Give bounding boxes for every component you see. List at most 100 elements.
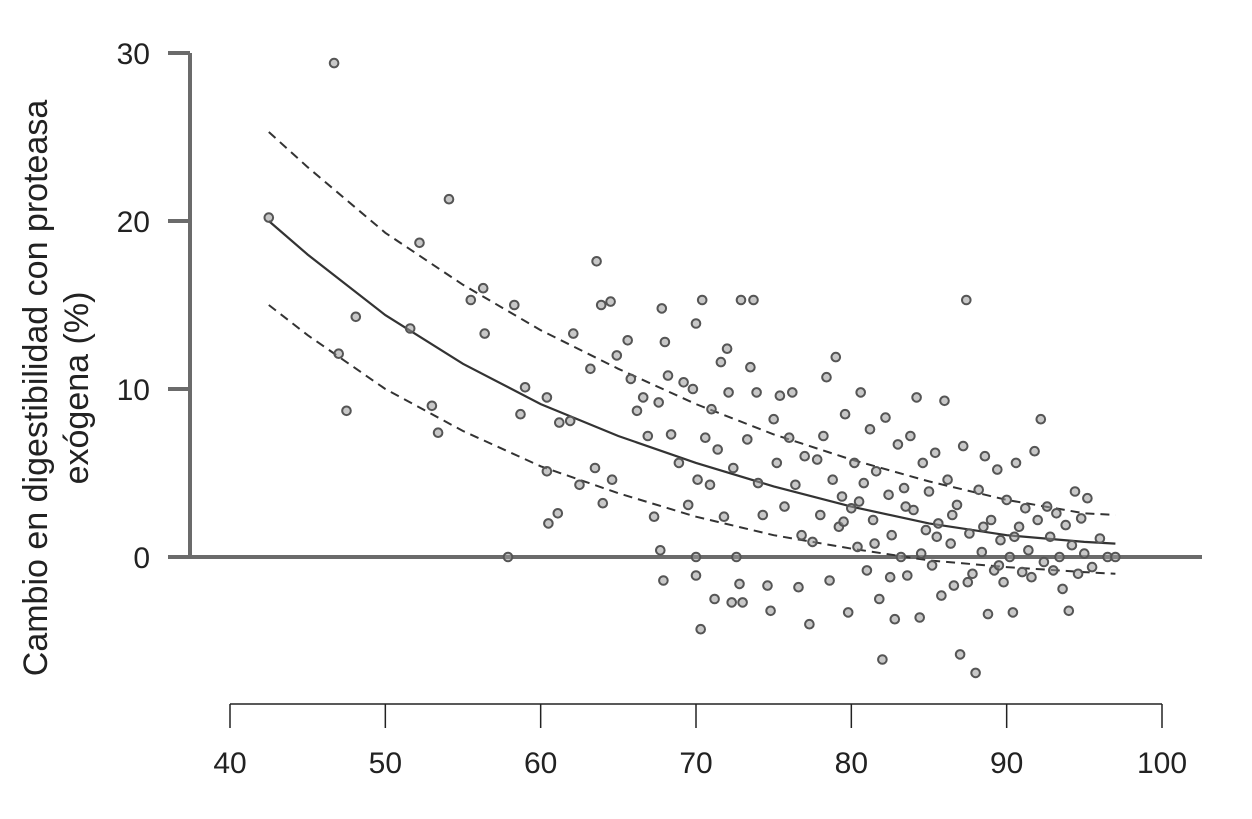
data-point	[838, 516, 849, 528]
data-point	[870, 466, 882, 477]
data-point	[936, 590, 947, 601]
x-tick-label: 40	[213, 747, 246, 780]
data-point	[995, 534, 1006, 546]
data-point	[606, 474, 618, 486]
fit-line-path	[268, 220, 1116, 545]
y-tick-label: 30	[117, 38, 150, 71]
data-point	[768, 413, 780, 425]
data-point	[605, 296, 616, 307]
data-point	[931, 531, 943, 543]
y-tick-label: 20	[117, 206, 150, 239]
data-point	[917, 457, 929, 469]
data-point	[783, 432, 795, 444]
data-point	[648, 511, 660, 523]
data-point	[898, 482, 910, 494]
data-point	[985, 514, 997, 526]
data-point	[948, 580, 960, 591]
data-point	[1048, 565, 1059, 576]
data-point	[726, 597, 738, 608]
data-point	[967, 568, 978, 580]
data-point	[426, 400, 438, 412]
fit-curve	[268, 220, 1116, 545]
data-point	[929, 447, 941, 459]
data-point	[877, 654, 888, 665]
data-point	[1010, 457, 1022, 469]
data-point	[700, 432, 711, 444]
data-point	[1026, 571, 1037, 583]
data-point	[443, 193, 455, 205]
data-point	[1038, 556, 1050, 568]
data-point	[541, 392, 553, 403]
data-point	[973, 484, 985, 496]
data-point	[642, 430, 654, 442]
data-point	[479, 328, 491, 339]
y-tick-label: 0	[133, 542, 150, 575]
upper-confidence-line	[268, 131, 1116, 516]
data-point	[737, 597, 748, 608]
data-point	[502, 551, 514, 563]
data-point	[742, 434, 753, 445]
data-point	[807, 536, 818, 548]
data-point	[595, 299, 607, 311]
data-point	[541, 466, 553, 477]
data-point	[839, 408, 851, 420]
data-point	[704, 479, 716, 491]
data-point	[690, 318, 702, 329]
data-point	[690, 551, 702, 563]
data-point	[998, 576, 1009, 588]
data-point	[864, 424, 876, 435]
data-point	[1029, 445, 1040, 457]
data-point	[914, 612, 926, 623]
data-point	[1009, 531, 1020, 543]
data-point	[799, 450, 811, 462]
x-tick-label: 90	[990, 747, 1023, 780]
data-point	[653, 397, 665, 408]
data-point	[432, 427, 444, 439]
data-point	[543, 518, 554, 529]
data-point	[945, 538, 957, 549]
data-point	[1069, 486, 1081, 497]
data-point	[853, 496, 865, 507]
data-point	[752, 477, 764, 489]
data-point	[748, 294, 759, 306]
data-point	[889, 613, 901, 625]
y-axis-title-line: Cambio en digestibilidad con proteasa	[17, 100, 55, 677]
data-point	[687, 383, 699, 395]
data-point	[804, 618, 815, 630]
data-point	[1063, 605, 1075, 617]
data-point	[970, 667, 981, 679]
data-point	[1057, 583, 1068, 595]
data-point	[328, 57, 340, 69]
data-point	[1086, 561, 1098, 573]
data-point	[915, 548, 927, 559]
data-point	[911, 392, 922, 403]
data-point	[1007, 607, 1019, 618]
data-point	[1035, 413, 1047, 425]
data-point	[869, 538, 880, 549]
data-point	[631, 405, 643, 417]
data-point	[731, 551, 742, 563]
data-point	[1023, 545, 1034, 556]
data-point	[923, 486, 935, 497]
data-point	[718, 511, 730, 523]
data-point	[751, 387, 762, 398]
data-point	[1079, 548, 1090, 559]
data-point	[1016, 566, 1028, 578]
data-point	[404, 323, 416, 334]
data-point	[846, 503, 857, 514]
data-point	[858, 477, 870, 489]
data-point	[993, 560, 1005, 571]
data-point	[564, 415, 576, 427]
data-point	[1004, 551, 1016, 563]
data-point	[1041, 501, 1053, 512]
data-point	[1060, 519, 1071, 531]
data-point	[1051, 508, 1062, 519]
data-point	[519, 382, 531, 393]
data-point	[902, 570, 913, 581]
data-point	[659, 336, 671, 348]
data-point	[976, 546, 988, 558]
data-point	[1054, 551, 1065, 563]
data-point	[333, 348, 345, 360]
data-point	[574, 479, 585, 491]
data-point	[951, 499, 963, 511]
